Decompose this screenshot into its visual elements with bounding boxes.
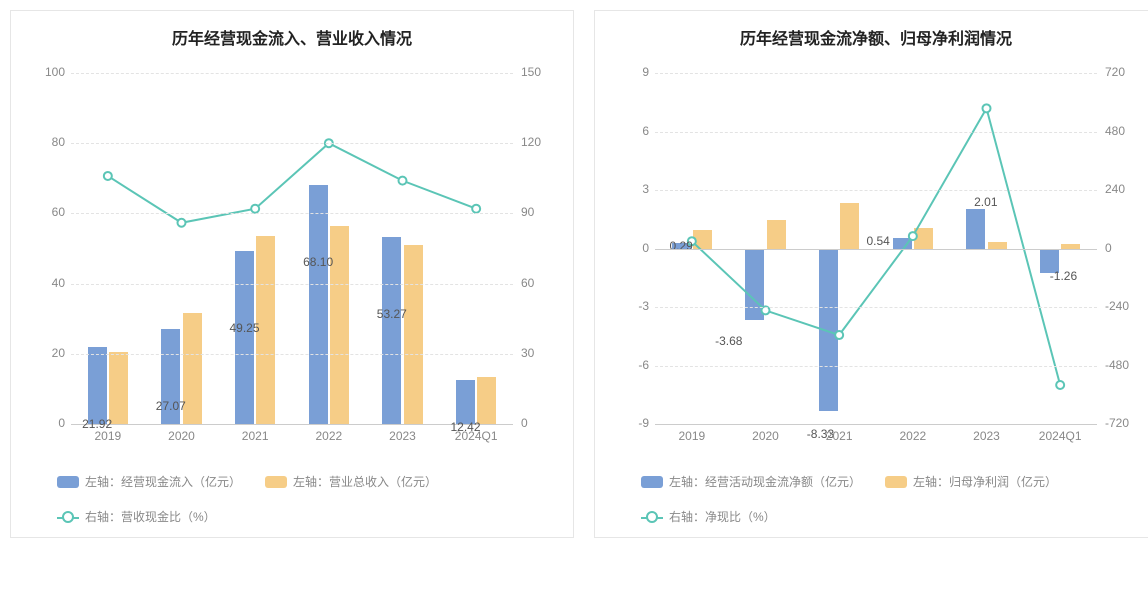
xtick-label: 2020 <box>168 429 195 443</box>
dashboard: 历年经营现金流入、营业收入情况 21.9227.0749.2568.1053.2… <box>10 10 1148 538</box>
swatch-bar-blue <box>641 476 663 488</box>
swatch-line-teal <box>641 511 663 523</box>
ytick-left: 20 <box>29 346 65 360</box>
legend-label: 左轴：经营活动现金流净额（亿元） <box>669 473 861 490</box>
swatch-bar-blue <box>57 476 79 488</box>
chart-area-right: 0.29-3.68-8.330.542.01-1.26 201920202021… <box>607 63 1145 463</box>
ytick-right: -240 <box>1105 299 1129 313</box>
legend-item-line: 右轴：净现比（%） <box>641 508 776 525</box>
plot-right: 0.29-3.68-8.330.542.01-1.26 <box>655 73 1097 425</box>
value-label: 0.54 <box>866 234 889 248</box>
legend-label: 右轴：营收现金比（%） <box>85 508 216 525</box>
legend-right: 左轴：经营活动现金流净额（亿元） 左轴：归母净利润（亿元） 右轴：净现比（%） <box>607 473 1145 525</box>
value-label: 53.27 <box>377 307 407 321</box>
xtick-label: 2023 <box>973 429 1000 443</box>
ytick-right: -720 <box>1105 416 1129 430</box>
swatch-line-teal <box>57 511 79 523</box>
xtick-label: 2024Q1 <box>1039 429 1082 443</box>
ytick-right: 120 <box>521 135 541 149</box>
chart-title: 历年经营现金流净额、归母净利润情况 <box>607 25 1145 49</box>
ytick-left: -3 <box>613 299 649 313</box>
xtick-label: 2021 <box>242 429 269 443</box>
ytick-left: 6 <box>613 124 649 138</box>
ytick-right: 30 <box>521 346 534 360</box>
swatch-bar-orange <box>885 476 907 488</box>
value-label: 2.01 <box>974 195 997 209</box>
ytick-left: 3 <box>613 182 649 196</box>
value-label: -3.68 <box>715 334 742 348</box>
swatch-bar-orange <box>265 476 287 488</box>
value-label: 0.29 <box>669 239 692 253</box>
ytick-left: -9 <box>613 416 649 430</box>
value-label: -1.26 <box>1050 269 1077 283</box>
ytick-left: 0 <box>29 416 65 430</box>
legend-label: 左轴：归母净利润（亿元） <box>913 473 1057 490</box>
legend-item-bar1: 左轴：经营现金流入（亿元） <box>57 473 241 490</box>
xtick-label: 2020 <box>752 429 779 443</box>
ytick-right: 150 <box>521 65 541 79</box>
chart-area-left: 21.9227.0749.2568.1053.2712.42 201920202… <box>23 63 561 463</box>
chart-title: 历年经营现金流入、营业收入情况 <box>23 25 561 49</box>
value-label: 27.07 <box>156 399 186 413</box>
legend-left: 左轴：经营现金流入（亿元） 左轴：营业总收入（亿元） 右轴：营收现金比（%） <box>23 473 561 525</box>
legend-item-bar2: 左轴：归母净利润（亿元） <box>885 473 1057 490</box>
xtick-label: 2023 <box>389 429 416 443</box>
value-label: 68.10 <box>303 255 333 269</box>
plot-left: 21.9227.0749.2568.1053.2712.42 <box>71 73 513 425</box>
ytick-right: 60 <box>521 276 534 290</box>
ytick-right: 720 <box>1105 65 1125 79</box>
ytick-right: 0 <box>1105 241 1112 255</box>
legend-item-line: 右轴：营收现金比（%） <box>57 508 216 525</box>
legend-label: 左轴：经营现金流入（亿元） <box>85 473 241 490</box>
legend-item-bar2: 左轴：营业总收入（亿元） <box>265 473 437 490</box>
ytick-left: -6 <box>613 358 649 372</box>
xtick-label: 2022 <box>315 429 342 443</box>
value-label: 49.25 <box>229 321 259 335</box>
ytick-right: 240 <box>1105 182 1125 196</box>
ytick-right: 480 <box>1105 124 1125 138</box>
ytick-right: -480 <box>1105 358 1129 372</box>
legend-label: 右轴：净现比（%） <box>669 508 776 525</box>
ytick-left: 40 <box>29 276 65 290</box>
ytick-left: 0 <box>613 241 649 255</box>
ytick-left: 9 <box>613 65 649 79</box>
ytick-right: 90 <box>521 205 534 219</box>
legend-item-bar1: 左轴：经营活动现金流净额（亿元） <box>641 473 861 490</box>
xtick-label: 2019 <box>94 429 121 443</box>
xtick-label: 2022 <box>899 429 926 443</box>
xtick-label: 2021 <box>826 429 853 443</box>
panel-cashflow-revenue: 历年经营现金流入、营业收入情况 21.9227.0749.2568.1053.2… <box>10 10 574 538</box>
xtick-label: 2019 <box>678 429 705 443</box>
ytick-left: 60 <box>29 205 65 219</box>
ytick-left: 80 <box>29 135 65 149</box>
ytick-right: 0 <box>521 416 528 430</box>
ytick-left: 100 <box>29 65 65 79</box>
panel-netcash-profit: 历年经营现金流净额、归母净利润情况 0.29-3.68-8.330.542.01… <box>594 10 1148 538</box>
legend-label: 左轴：营业总收入（亿元） <box>293 473 437 490</box>
xtick-label: 2024Q1 <box>455 429 498 443</box>
